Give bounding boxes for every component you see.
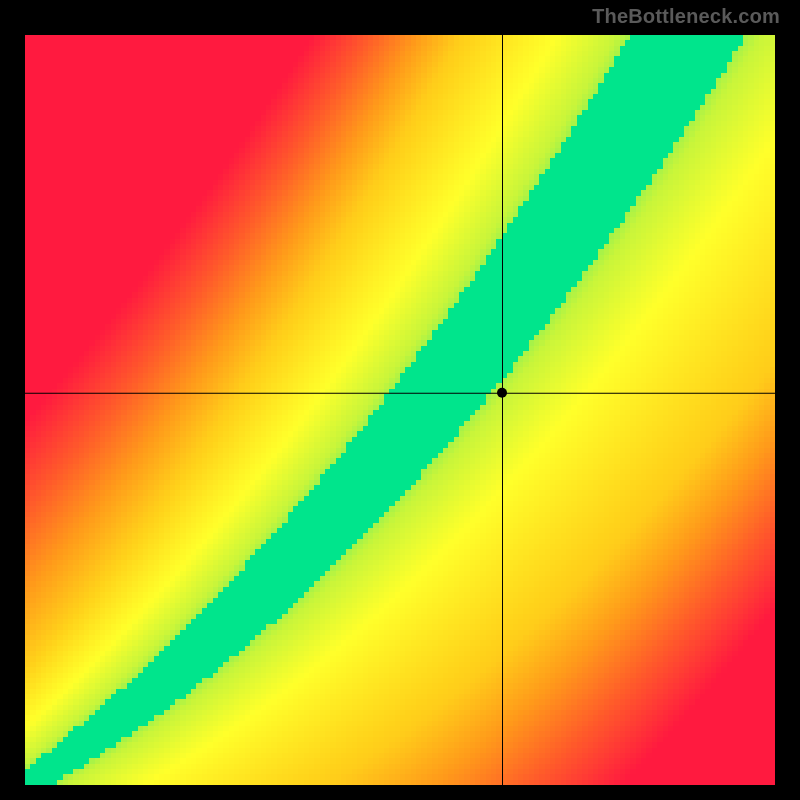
- root-container: TheBottleneck.com: [0, 0, 800, 800]
- heatmap-canvas: [25, 35, 775, 785]
- heatmap-plot: [25, 35, 775, 785]
- attribution-label: TheBottleneck.com: [592, 6, 780, 29]
